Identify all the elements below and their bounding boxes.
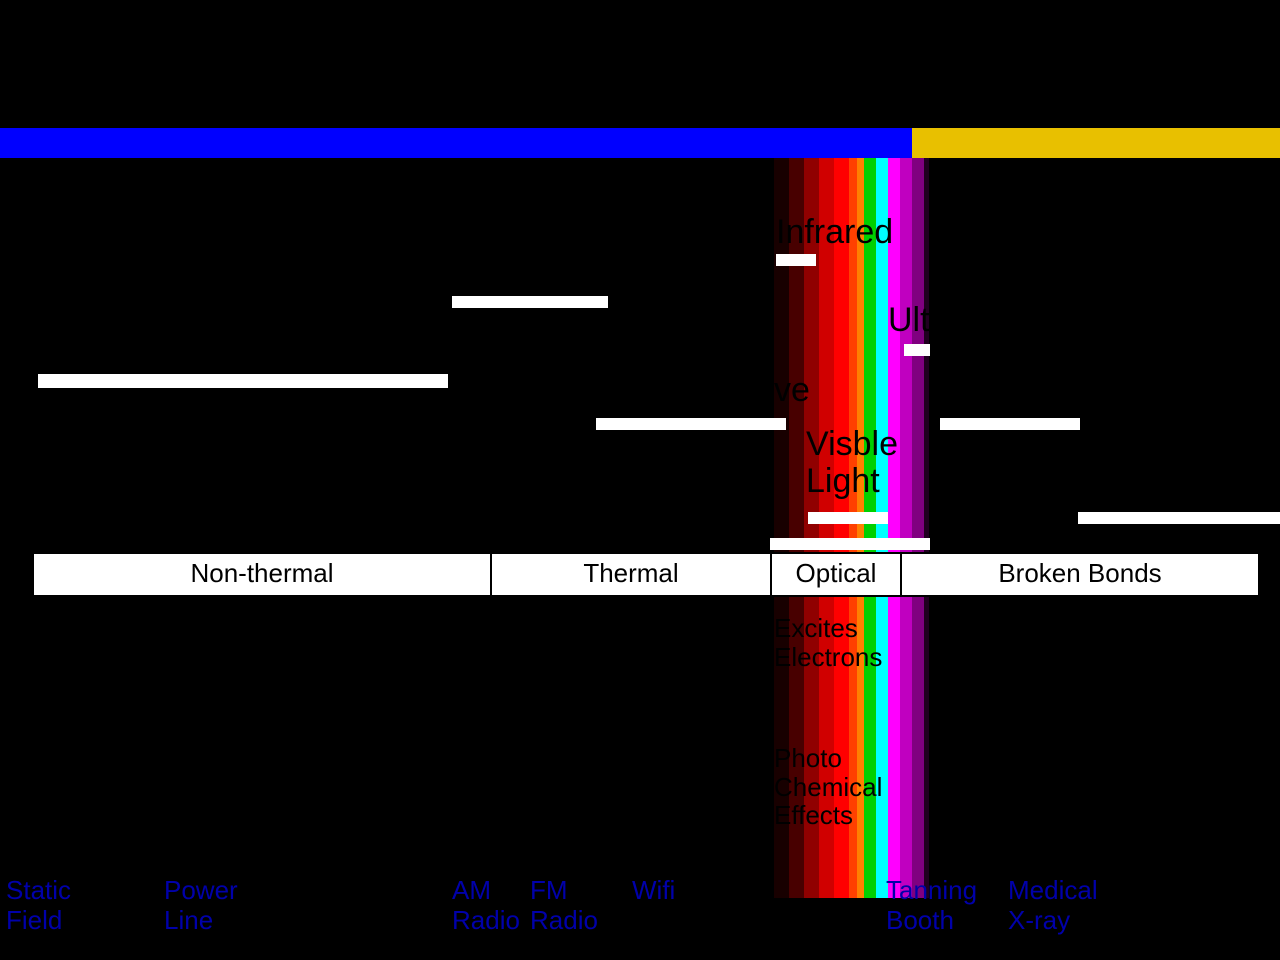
- example-label: FM Radio: [530, 876, 598, 936]
- example-label: Power Line: [164, 876, 238, 936]
- example-label: Tanning Booth: [886, 876, 977, 936]
- example-label: AM Radio: [452, 876, 520, 936]
- spectrum-diagram: Infrared Ultraviolet Visble Light ve Exc…: [0, 0, 1280, 960]
- examples-row: Static Field Power Line AM RadioFM Radio Wi…: [0, 0, 1280, 960]
- example-label: Wifi: [632, 876, 675, 906]
- example-label: Static Field: [6, 876, 71, 936]
- example-label: Medical X-ray: [1008, 876, 1098, 936]
